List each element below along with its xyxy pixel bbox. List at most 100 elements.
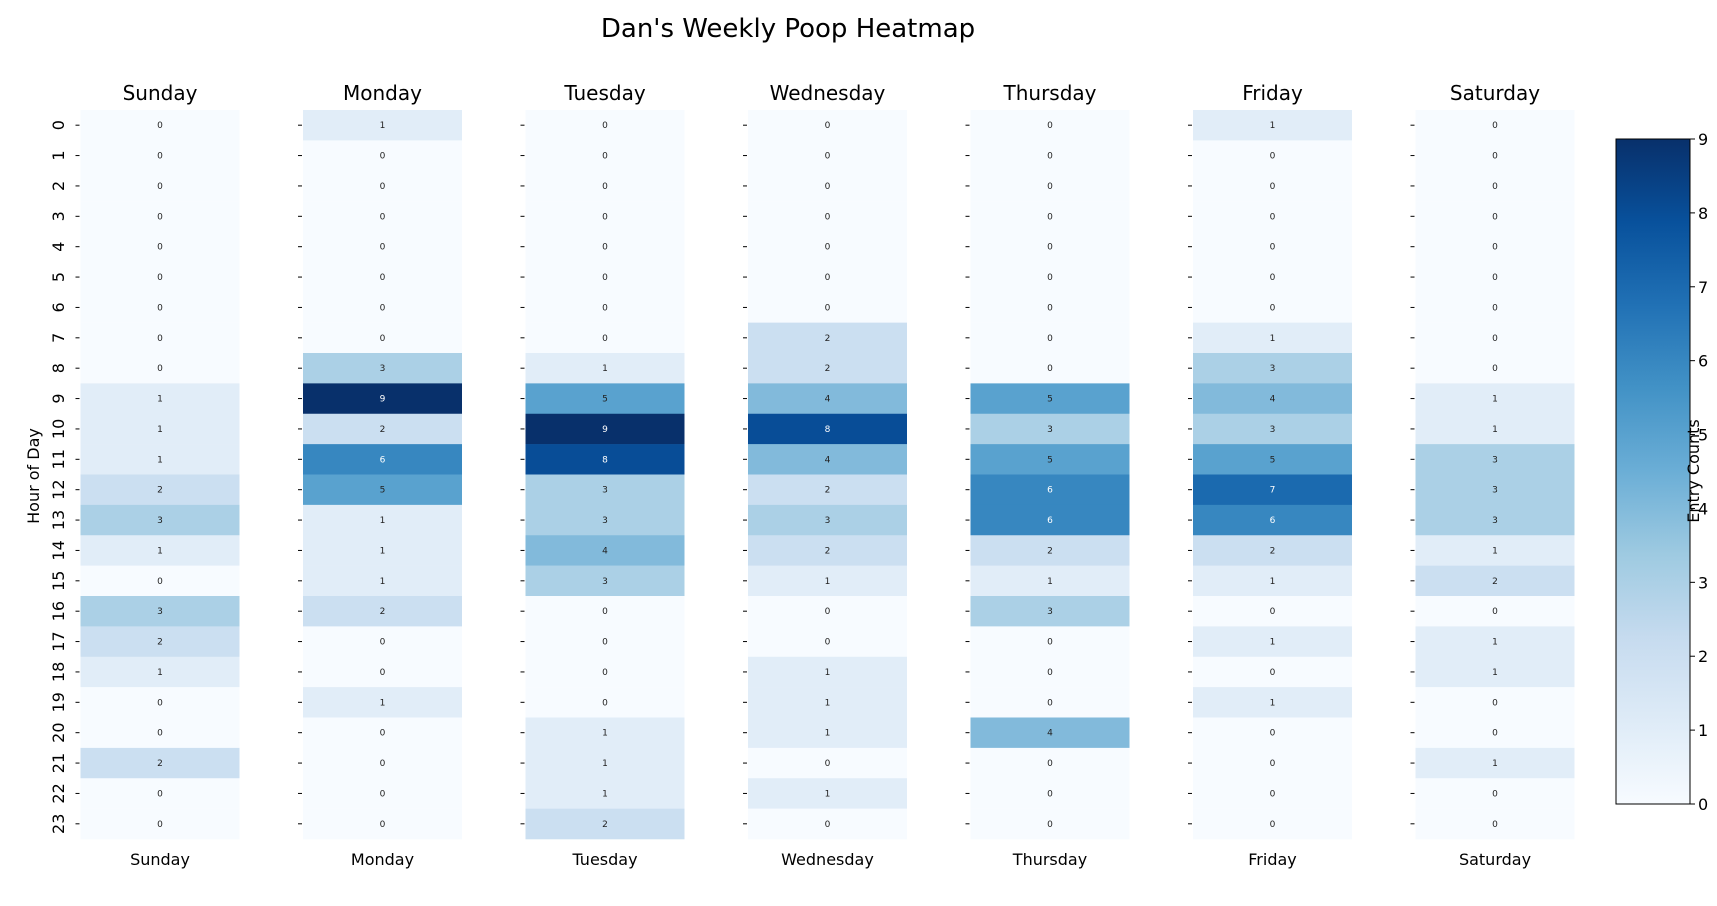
- heatmap-cell: [748, 322, 907, 354]
- heatmap-cell: [748, 444, 907, 475]
- heatmap-cell: [525, 413, 685, 445]
- cell-value-label: 1: [1270, 121, 1276, 131]
- heatmap-cell: [303, 687, 462, 718]
- heatmap-cell: [970, 747, 1130, 779]
- heatmap-cell: [80, 383, 240, 415]
- cell-value-label: 0: [1270, 273, 1276, 283]
- heatmap-cell: [1415, 140, 1575, 172]
- cell-value-label: 0: [825, 152, 831, 162]
- heatmap-cell: [970, 413, 1130, 445]
- heatmap-cell: [525, 170, 685, 202]
- y-tick-label: 2: [49, 181, 68, 191]
- cell-value-label: 0: [1492, 698, 1498, 708]
- cell-value-label: 1: [1270, 698, 1276, 708]
- heatmap-cell: [1193, 717, 1352, 749]
- heatmap-cell: [1415, 626, 1575, 658]
- heatmap-cell: [303, 110, 462, 141]
- heatmap-cell: [1193, 778, 1352, 809]
- heatmap-cell: [80, 535, 240, 566]
- cell-value-label: 2: [825, 364, 831, 374]
- heatmap-cell: [525, 292, 685, 323]
- heatmap-cell: [525, 504, 685, 536]
- cell-value-label: 0: [825, 638, 831, 648]
- heatmap-cell: [303, 474, 462, 506]
- cell-value-label: 1: [1492, 425, 1498, 435]
- y-tick-label: 15: [49, 571, 68, 591]
- heatmap-cell: [80, 808, 240, 840]
- cell-value-label: 3: [1492, 486, 1498, 496]
- heatmap-cell: [1193, 565, 1352, 597]
- heatmap-cell: [1415, 292, 1575, 323]
- cell-value-label: 0: [1270, 729, 1276, 739]
- cell-value-label: 0: [1492, 152, 1498, 162]
- heatmap-cell: [525, 747, 685, 779]
- colorbar-tick-label: 8: [1698, 204, 1708, 223]
- heatmap-cell: [1193, 747, 1352, 779]
- cell-value-label: 0: [1270, 303, 1276, 313]
- cell-value-label: 0: [602, 698, 608, 708]
- heatmap-cell: [970, 535, 1130, 566]
- panel-title: Sunday: [123, 81, 198, 105]
- cell-value-label: 2: [825, 486, 831, 496]
- cell-value-label: 1: [1492, 638, 1498, 648]
- cell-value-label: 5: [1047, 395, 1053, 405]
- panel-title: Saturday: [1450, 81, 1540, 105]
- y-tick-label: 5: [49, 272, 68, 282]
- cell-value-label: 0: [825, 820, 831, 830]
- cell-value-label: 0: [1047, 668, 1053, 678]
- heatmap-cell: [80, 717, 240, 749]
- cell-value-label: 0: [825, 212, 831, 222]
- heatmap-cell: [748, 140, 907, 172]
- cell-value-label: 1: [602, 789, 608, 799]
- cell-value-label: 0: [602, 638, 608, 648]
- heatmap-cell: [1193, 474, 1352, 506]
- heatmap-cell: [80, 687, 240, 718]
- heatmap-cell: [748, 535, 907, 566]
- cell-value-label: 0: [380, 152, 386, 162]
- cell-value-label: 0: [1492, 334, 1498, 344]
- cell-value-label: 0: [380, 638, 386, 648]
- cell-value-label: 1: [380, 516, 386, 526]
- heatmap-cell: [748, 504, 907, 536]
- heatmap-cell: [303, 626, 462, 658]
- heatmap-cell: [1193, 413, 1352, 445]
- cell-value-label: 0: [1270, 789, 1276, 799]
- cell-value-label: 0: [602, 152, 608, 162]
- heatmap-cell: [303, 322, 462, 354]
- cell-value-label: 1: [825, 668, 831, 678]
- heatmap-cell: [1415, 261, 1575, 293]
- heatmap-cell: [748, 292, 907, 323]
- heatmap-cell: [1415, 747, 1575, 779]
- y-axis-label: Hour of Day: [24, 428, 43, 524]
- heatmap-cell: [303, 717, 462, 749]
- heatmap-cell: [303, 261, 462, 293]
- y-tick-label: 22: [49, 783, 68, 803]
- cell-value-label: 2: [602, 820, 608, 830]
- heatmap-cell: [1193, 322, 1352, 354]
- heatmap-cell: [80, 353, 240, 384]
- heatmap-cell: [303, 140, 462, 172]
- cell-value-label: 7: [1270, 486, 1276, 496]
- cell-value-label: 1: [1047, 577, 1053, 587]
- cell-value-label: 0: [825, 182, 831, 192]
- cell-value-label: 0: [825, 273, 831, 283]
- cell-value-label: 2: [157, 759, 163, 769]
- cell-value-label: 6: [1047, 486, 1053, 496]
- cell-value-label: 1: [380, 698, 386, 708]
- cell-value-label: 0: [1270, 759, 1276, 769]
- y-tick-label: 7: [49, 333, 68, 343]
- cell-value-label: 1: [1492, 395, 1498, 405]
- heatmap-cell: [748, 596, 907, 627]
- panel-friday: Friday 1 0 0 0 0 0 0 1 3 4 3 5 7 6 2 1 0 1 0 1 0 0 0 0 Friday: [1188, 81, 1352, 869]
- cell-value-label: 0: [1047, 121, 1053, 131]
- cell-value-label: 0: [1492, 273, 1498, 283]
- cell-value-label: 3: [1492, 516, 1498, 526]
- cell-value-label: 2: [825, 546, 831, 556]
- panel-thursday: Thursday 0 0 0 0 0 0 0 0 0 5 3 5 6 6 2 1 3 0 0 0 4 0 0 0 Thursday: [965, 81, 1130, 869]
- colorbar: Entry Counts 0 1 2 3 4 5 6 7 8 9: [1615, 130, 1708, 814]
- heatmap-cell: [1415, 717, 1575, 749]
- panel-tuesday: Tuesday 0 0 0 0 0 0 0 0 1 5 9 8 3 3 4 3 0 0 0 0 1 1 1 2 Tuesday: [520, 81, 685, 869]
- cell-value-label: 9: [602, 425, 608, 435]
- y-tick-label: 6: [49, 302, 68, 312]
- cell-value-label: 0: [1270, 182, 1276, 192]
